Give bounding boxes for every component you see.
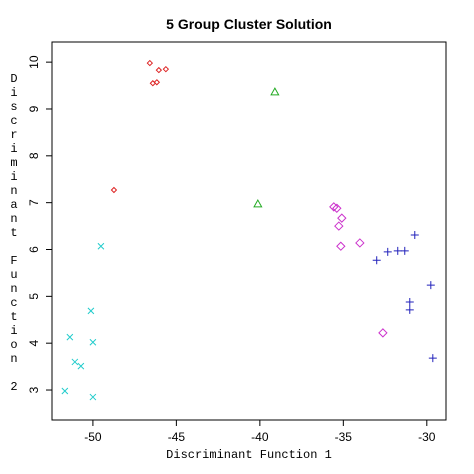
y-axis-label: Discriminant Function 2 [7,72,21,394]
x-tick-label: -50 [84,430,102,444]
point [334,221,344,231]
chart-title: 5 Group Cluster Solution [166,16,332,32]
point [426,281,435,290]
point [66,333,74,341]
point [61,387,69,395]
x-tick-label: -45 [168,430,186,444]
point [378,328,388,338]
y-tick-label: 8 [27,152,41,159]
point [405,297,414,306]
x-axis-label: Discriminant Function 1 [166,448,332,462]
point [329,202,339,212]
y-tick-label: 9 [27,105,41,112]
point [383,247,392,256]
point [428,354,437,363]
point [337,213,347,223]
plot-frame [51,41,447,421]
point [372,256,381,265]
point [153,79,161,86]
point [89,338,97,346]
y-tick-label: 3 [27,386,41,393]
x-tick-label: -30 [418,430,436,444]
point [355,238,365,248]
point [270,87,280,96]
point [162,65,170,73]
point [155,66,163,74]
point [253,199,263,208]
point [393,246,402,255]
y-tick-label: 4 [27,340,41,347]
y-tick-label: 5 [27,293,41,300]
x-tick-label: -40 [251,430,269,444]
point [77,362,85,370]
point [146,59,154,67]
point [405,305,414,314]
y-tick-label: 7 [27,199,41,206]
point [89,393,97,401]
point [400,246,409,255]
point [71,358,79,366]
point [97,242,105,250]
point [332,203,342,213]
y-tick-label: 6 [27,246,41,253]
point [336,241,346,251]
point [110,186,118,194]
point [410,230,419,239]
y-tick-label: 10 [27,55,41,69]
x-tick-label: -35 [335,430,353,444]
point [87,307,95,315]
